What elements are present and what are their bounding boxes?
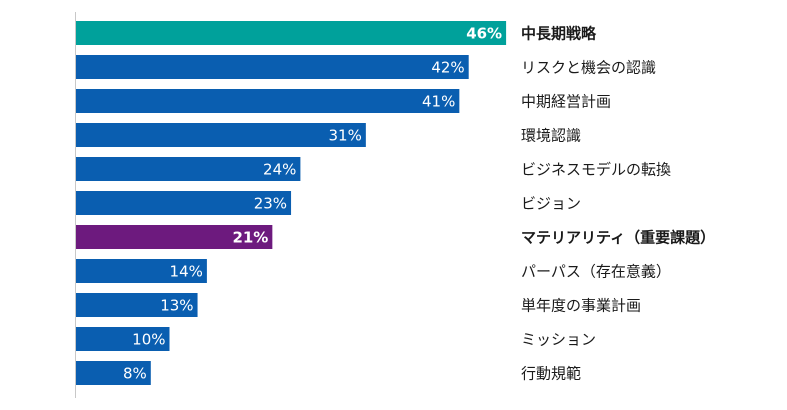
bar-value-label-9: 10%: [132, 331, 165, 349]
category-label-6: マテリアリティ（重要課題）: [521, 229, 715, 247]
category-label-3: 環境認識: [521, 127, 581, 145]
bar-value-label-4: 24%: [263, 161, 296, 179]
bar-value-label-10: 8%: [123, 365, 147, 383]
bar-value-label-7: 14%: [170, 263, 203, 281]
bar-value-label-2: 41%: [422, 93, 455, 111]
category-label-10: 行動規範: [521, 365, 581, 383]
bar-1: [76, 55, 469, 79]
category-label-7: パーパス（存在意義）: [521, 263, 671, 281]
bar-value-label-6: 21%: [232, 229, 268, 247]
bars-group: 46% 中長期戦略 42% リスクと機会の認識 41% 中期経営計画 31% 環境認識 24% ビ…: [76, 21, 715, 385]
bar-9: [76, 327, 170, 351]
bar-value-label-8: 13%: [160, 297, 193, 315]
bar-5: [76, 191, 292, 215]
bar-0: [76, 21, 507, 45]
category-label-8: 単年度の事業計画: [521, 297, 641, 315]
bar-value-label-5: 23%: [254, 195, 287, 213]
category-label-4: ビジネスモデルの転換: [521, 161, 671, 179]
bar-3: [76, 123, 366, 147]
bar-value-label-0: 46%: [466, 25, 502, 43]
category-label-2: 中期経営計画: [521, 93, 611, 111]
bar-6: [76, 225, 273, 249]
category-label-0: 中長期戦略: [521, 25, 597, 43]
bar-7: [76, 259, 207, 283]
bar-value-label-3: 31%: [329, 127, 362, 145]
bar-value-label-1: 42%: [431, 59, 464, 77]
bar-8: [76, 293, 198, 317]
bar-4: [76, 157, 301, 181]
bar-10: [76, 361, 151, 385]
category-label-5: ビジョン: [521, 195, 581, 213]
category-label-9: ミッション: [521, 331, 596, 349]
bar-2: [76, 89, 460, 113]
category-label-1: リスクと機会の認識: [521, 59, 656, 77]
